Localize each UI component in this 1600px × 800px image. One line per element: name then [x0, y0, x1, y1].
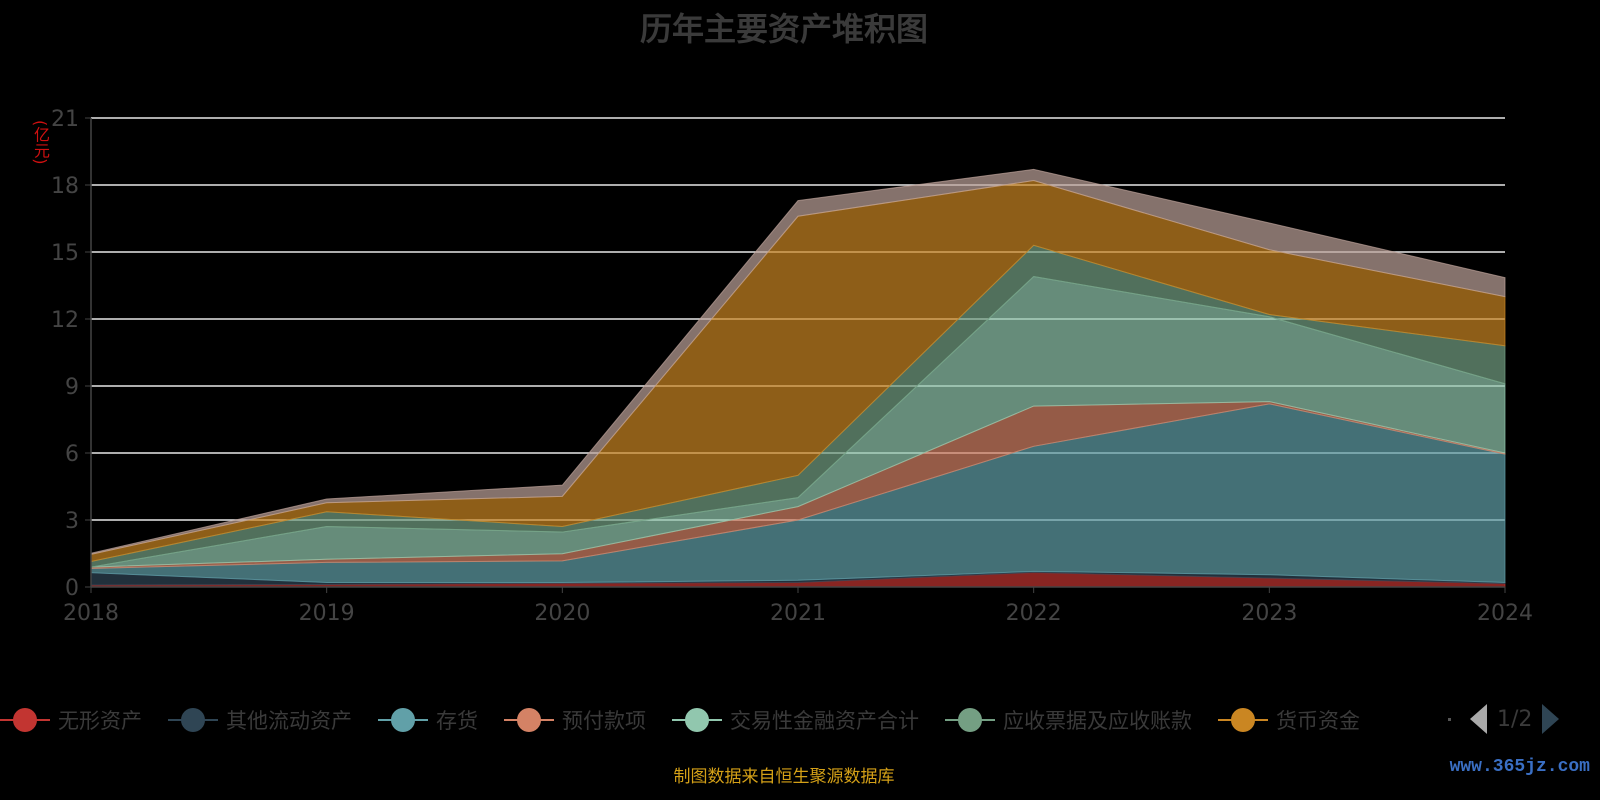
data-source-note: 制图数据来自恒生聚源数据库 [673, 767, 895, 787]
legend-item[interactable]: 其他流动资产 [168, 705, 352, 735]
y-tick-label: 21 [51, 107, 79, 132]
y-tick-label: 6 [65, 442, 79, 467]
legend-marker-icon [945, 708, 995, 732]
legend-label: 存货 [436, 709, 478, 733]
legend-label: 无形资产 [58, 709, 142, 733]
watermark: www.365jz.com [1449, 757, 1590, 777]
legend-marker-icon [168, 708, 218, 732]
y-tick-label: 18 [51, 174, 79, 199]
y-tick-label: 9 [65, 375, 79, 400]
x-tick-label: 2020 [534, 601, 590, 626]
legend-more-indicator [1448, 718, 1451, 721]
x-tick-label: 2023 [1241, 601, 1297, 626]
legend-item[interactable]: 货币资金 [1218, 705, 1360, 735]
x-tick-label: 2022 [1006, 601, 1062, 626]
chart-title: 历年主要资产堆积图 [639, 10, 928, 48]
legend-label: 交易性金融资产合计 [730, 709, 919, 733]
legend-next-button[interactable] [1542, 704, 1560, 734]
x-tick-label: 2021 [770, 601, 826, 626]
legend-marker-icon [672, 708, 722, 732]
y-tick-label: 15 [51, 241, 79, 266]
legend-item[interactable]: 交易性金融资产合计 [672, 705, 919, 735]
legend: 无形资产 其他流动资产 存货 预付款项 交易性金融资产合计 应收票据及应收账款 货币资金 [0, 700, 1386, 740]
legend-marker-icon [378, 708, 428, 732]
y-tick-label: 0 [65, 576, 79, 601]
x-tick-label: 2018 [63, 601, 119, 626]
legend-label: 其他流动资产 [226, 709, 352, 733]
legend-label: 货币资金 [1276, 709, 1360, 733]
legend-item[interactable]: 应收票据及应收账款 [945, 705, 1192, 735]
y-axis-label: (亿元) [31, 120, 50, 165]
legend-label: 应收票据及应收账款 [1003, 709, 1192, 733]
area-series-7 [90, 168, 1506, 556]
x-tick-label: 2024 [1477, 601, 1533, 626]
legend-page-indicator: 1/2 [1497, 706, 1533, 732]
legend-marker-icon [504, 708, 554, 732]
legend-prev-button[interactable] [1470, 704, 1487, 734]
x-tick-label: 2019 [299, 601, 355, 626]
legend-item[interactable]: 无形资产 [0, 705, 142, 735]
legend-pager: 1/2 [1470, 704, 1560, 734]
legend-item[interactable]: 预付款项 [504, 705, 646, 735]
y-tick-label: 12 [51, 308, 79, 333]
legend-label: 预付款项 [562, 709, 646, 733]
legend-item[interactable]: 存货 [378, 705, 478, 735]
legend-marker-icon [0, 708, 50, 732]
y-tick-label: 3 [65, 509, 79, 534]
legend-marker-icon [1218, 708, 1268, 732]
